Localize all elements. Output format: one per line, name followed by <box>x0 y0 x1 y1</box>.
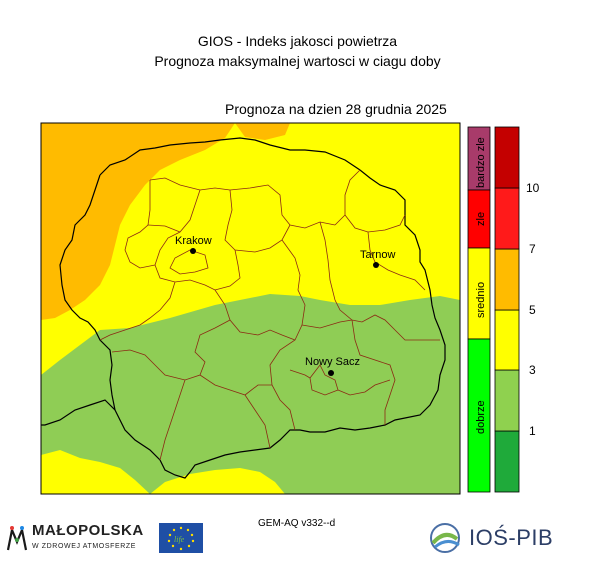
category-label-dobrze: dobrze <box>475 400 487 434</box>
orange-zone <box>41 123 235 320</box>
forecast-date: Prognoza na dzien 28 grudnia 2025 <box>225 101 447 117</box>
malopolska-logo: MAŁOPOLSKA W ZDROWEJ ATMOSFERZE <box>6 522 166 558</box>
green-zone <box>41 294 460 494</box>
scale-tick-10: 10 <box>526 181 540 195</box>
scale-segment-2 <box>494 309 520 371</box>
ios-pib-logo: IOŚ-PIB <box>427 519 567 557</box>
eu-stars-icon: life <box>167 526 195 551</box>
eu-life-logo: life <box>159 523 203 553</box>
voivodeship-border <box>41 137 446 479</box>
scale-tick-7: 7 <box>529 242 536 256</box>
category-label-srednio: srednio <box>475 282 487 318</box>
voivodeship-border-west <box>59 174 116 411</box>
scale-segment-4 <box>494 187 520 250</box>
malopolska-icon <box>6 526 28 551</box>
city-label-tarnow: Tarnow <box>360 249 396 261</box>
scale-segment-5 <box>494 126 520 189</box>
yellow-patch-s <box>150 468 285 494</box>
county-borders <box>99 169 440 461</box>
malopolska-wordmark: MAŁOPOLSKA <box>32 522 144 539</box>
map-title: GIOS - Indeks jakosci powietrza <box>197 33 398 49</box>
scale-segment-0 <box>494 430 520 493</box>
malopolska-tagline: W ZDROWEJ ATMOSFERZE <box>32 543 137 550</box>
orange-zone-north <box>235 123 290 140</box>
city-dot-tarnow <box>373 262 379 268</box>
category-label-bardzo-zle: bardzo zle <box>475 137 487 188</box>
map-frame <box>40 122 461 495</box>
life-text: life <box>174 535 185 544</box>
city-dot-krakow <box>190 248 196 254</box>
scale-tick-3: 3 <box>529 363 536 377</box>
ios-pib-icon <box>430 523 460 553</box>
model-label: GEM-AQ v332--d <box>258 518 336 529</box>
category-label-zle: zle <box>475 212 487 226</box>
scale-segment-1 <box>494 369 520 432</box>
city-dot-nowy-sacz <box>328 370 334 376</box>
city-label-nowy-sacz: Nowy Sacz <box>305 356 360 368</box>
map-subtitle: Prognoza maksymalnej wartosci w ciagu do… <box>154 53 441 69</box>
scale-segment-3 <box>494 248 520 311</box>
city-label-krakow: Krakow <box>175 235 212 247</box>
yellow-patch-sw <box>41 450 150 494</box>
category-dobrze <box>467 338 491 493</box>
scale-tick-1: 1 <box>529 424 536 438</box>
scale-tick-5: 5 <box>529 303 536 317</box>
ios-pib-wordmark: IOŚ-PIB <box>469 525 554 550</box>
